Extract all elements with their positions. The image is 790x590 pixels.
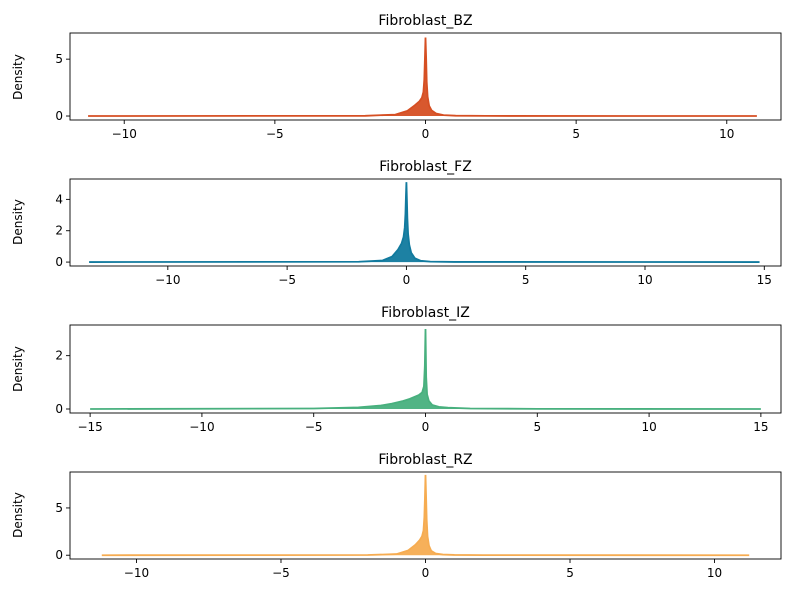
density-line xyxy=(89,182,760,263)
y-tick-label: 0 xyxy=(55,548,63,562)
y-tick-label: 2 xyxy=(55,224,63,238)
y-axis-label: Density xyxy=(11,492,25,538)
chart-panel-1: −10 −5 0 5 10 0 5 Fibroblast_BZ Density xyxy=(11,13,782,141)
x-tick-label: 0 xyxy=(422,420,430,434)
x-tick-label: 15 xyxy=(753,420,768,434)
x-tick-label: 0 xyxy=(403,273,411,287)
density-line xyxy=(90,328,761,410)
density-area xyxy=(89,182,760,263)
density-line xyxy=(88,37,757,117)
y-tick-label: 0 xyxy=(55,255,63,269)
y-tick-label: 0 xyxy=(55,109,63,123)
x-tick-label: 10 xyxy=(707,566,722,580)
chart-panel-4: −10 −5 0 5 10 0 5 Fibroblast_RZ Density xyxy=(11,452,782,580)
y-tick-label: 5 xyxy=(55,52,63,66)
x-tick-label: 10 xyxy=(719,127,734,141)
y-axis-label: Density xyxy=(11,346,25,392)
x-tick-label: 0 xyxy=(422,566,430,580)
x-tick-label: −5 xyxy=(305,420,323,434)
y-tick-label: 2 xyxy=(55,349,63,363)
x-tick-label: −5 xyxy=(278,273,296,287)
x-tick-label: 5 xyxy=(533,420,541,434)
chart-title: Fibroblast_FZ xyxy=(379,159,472,175)
y-tick-label: 0 xyxy=(55,402,63,416)
y-axis-label: Density xyxy=(11,54,25,100)
y-axis-label: Density xyxy=(11,199,25,245)
x-tick-label: 10 xyxy=(641,420,656,434)
x-tick-label: −10 xyxy=(155,273,180,287)
density-area xyxy=(101,474,750,556)
x-tick-label: 5 xyxy=(572,127,580,141)
y-tick-label: 5 xyxy=(55,501,63,515)
x-tick-label: 15 xyxy=(757,273,772,287)
density-line xyxy=(101,474,750,557)
x-tick-label: 5 xyxy=(566,566,574,580)
x-tick-label: −10 xyxy=(189,420,214,434)
chart-panel-2: −10 −5 0 5 10 15 0 2 4 Fibroblast_FZ Density xyxy=(11,159,782,287)
x-tick-label: −5 xyxy=(272,566,290,580)
axes-frame xyxy=(69,178,782,267)
x-tick-label: −10 xyxy=(124,566,149,580)
chart-title: Fibroblast_RZ xyxy=(378,452,472,468)
chart-panel-3: −15 −10 −5 0 5 10 15 0 2 Fibroblast_IZ Density xyxy=(11,305,782,434)
x-tick-label: −5 xyxy=(266,127,284,141)
x-tick-label: 10 xyxy=(637,273,652,287)
x-tick-label: −15 xyxy=(77,420,102,434)
density-area xyxy=(88,37,757,117)
chart-title: Fibroblast_BZ xyxy=(378,13,472,29)
x-tick-label: 5 xyxy=(522,273,530,287)
x-tick-label: 0 xyxy=(422,127,430,141)
chart-title: Fibroblast_IZ xyxy=(381,305,470,321)
x-tick-label: −10 xyxy=(112,127,137,141)
y-tick-label: 4 xyxy=(55,192,63,206)
